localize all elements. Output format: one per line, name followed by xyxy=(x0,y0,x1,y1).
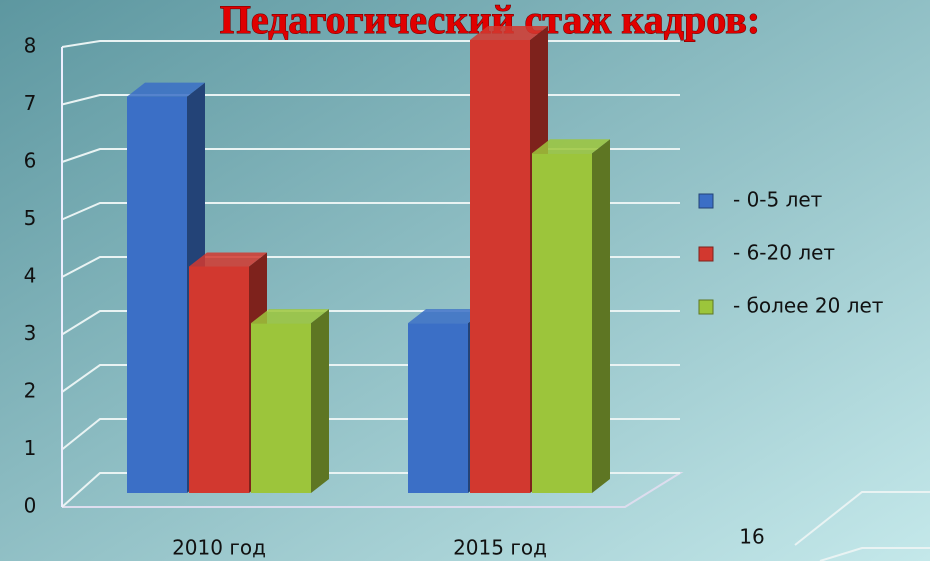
y-tick-label: 0 xyxy=(24,494,37,518)
bar-top xyxy=(408,309,486,324)
y-tick-label: 5 xyxy=(24,206,37,230)
y-tick-label: 2 xyxy=(24,379,37,403)
y-tick-label: 6 xyxy=(24,149,37,173)
legend-label: - более 20 лет xyxy=(733,294,884,318)
bar xyxy=(470,40,530,493)
legend-swatch xyxy=(698,299,714,315)
bar-top xyxy=(189,252,267,267)
x-tick-label: 2010 год xyxy=(172,536,266,560)
legend-label: - 6-20 лет xyxy=(733,241,835,265)
bar-top xyxy=(470,26,548,40)
bar-top xyxy=(127,82,205,97)
bar-side xyxy=(311,309,329,493)
legend-label: - 0-5 лет xyxy=(733,188,823,212)
bar-side xyxy=(592,139,610,493)
bar-top xyxy=(532,139,610,154)
chart-title: Педагогический стаж кадров: xyxy=(220,0,760,42)
y-tick-label: 4 xyxy=(24,264,37,288)
partial-axis xyxy=(794,491,930,546)
y-tick-label: 1 xyxy=(24,436,37,460)
x-tick-label: 2015 год xyxy=(453,536,547,560)
legend-swatch xyxy=(698,193,714,209)
bar xyxy=(408,323,468,493)
y-tick-label: 7 xyxy=(24,91,37,115)
partial-axis xyxy=(819,547,930,561)
bar-top xyxy=(251,309,329,324)
y-tick-label: 3 xyxy=(24,321,37,345)
y-tick-label: 8 xyxy=(24,34,37,58)
y-tick-label: 16 xyxy=(739,525,764,549)
bar xyxy=(532,153,592,493)
bar xyxy=(189,266,249,493)
legend-swatch xyxy=(698,246,714,262)
bar xyxy=(251,323,311,493)
bar xyxy=(127,96,187,493)
